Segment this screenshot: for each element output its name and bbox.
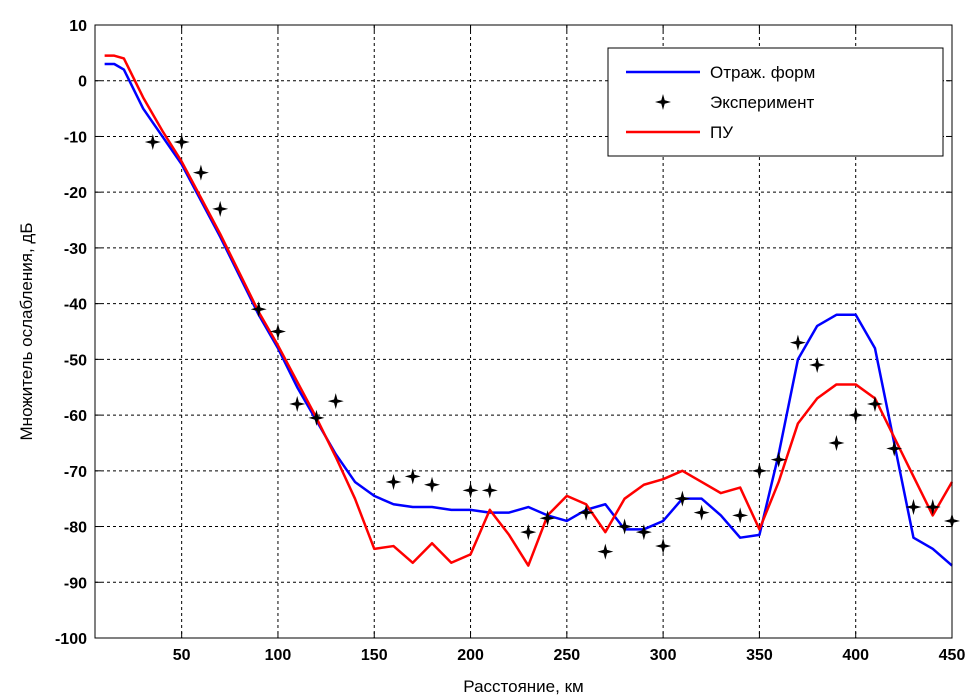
data-point [770, 451, 787, 468]
y-tick-label: -10 [64, 129, 87, 146]
data-point [655, 538, 672, 555]
y-axis-label: Множитель ослабления, дБ [17, 223, 36, 441]
x-tick-label: 300 [650, 647, 677, 664]
legend: Отраж. форм Эксперимент ПУ [607, 47, 944, 157]
x-tick-label: 100 [265, 647, 292, 664]
y-tick-label: -90 [64, 575, 87, 592]
data-point [192, 164, 209, 181]
data-point [847, 407, 864, 424]
data-point [828, 434, 845, 451]
y-tick-label: -20 [64, 185, 87, 202]
data-point [269, 323, 286, 340]
y-tick-label: -40 [64, 297, 87, 314]
data-point [173, 134, 190, 151]
data-point [404, 468, 421, 485]
legend-label-experiment: Эксперимент [710, 93, 814, 112]
data-point [866, 395, 883, 412]
x-tick-label: 350 [746, 647, 773, 664]
y-tick-label: -100 [55, 631, 87, 648]
data-point [693, 504, 710, 521]
y-tick-label: -60 [64, 408, 87, 425]
data-point [212, 200, 229, 217]
series-line-pu [104, 54, 954, 567]
data-point [924, 499, 941, 516]
data-point [597, 543, 614, 560]
data-point [424, 476, 441, 493]
x-axis-label: Расстояние, км [463, 677, 583, 696]
data-point [751, 462, 768, 479]
x-tick-label: 400 [842, 647, 869, 664]
data-point [809, 356, 826, 373]
legend-marker [655, 94, 671, 110]
legend-label-reflect: Отраж. форм [710, 63, 815, 82]
plot-frame [94, 24, 953, 639]
y-tick-label: -80 [64, 520, 87, 537]
data-point [905, 499, 922, 516]
ticks [95, 24, 953, 639]
x-tick-label: 250 [553, 647, 580, 664]
x-tick-label: 450 [939, 647, 966, 664]
data-point [635, 524, 652, 541]
data-point [578, 504, 595, 521]
tick-labels: 50 100 150 200 250 300 350 400 450100-10-20-30-4… [55, 18, 965, 664]
data-point [481, 482, 498, 499]
data-point [289, 395, 306, 412]
data-point [539, 510, 556, 527]
x-tick-label: 200 [457, 647, 484, 664]
x-tick-label: 50 [173, 647, 191, 664]
data-point [250, 301, 267, 318]
data-point [144, 134, 161, 151]
legend-label-pu: ПУ [710, 123, 733, 142]
y-tick-label: -30 [64, 241, 87, 258]
y-tick-label: -50 [64, 352, 87, 369]
data-point [308, 409, 325, 426]
y-tick-label: 10 [69, 18, 87, 35]
y-tick-label: 0 [78, 74, 87, 91]
data-point [385, 473, 402, 490]
data-point [674, 490, 691, 507]
data-point [789, 334, 806, 351]
data-point [616, 518, 633, 535]
x-tick-label: 150 [361, 647, 388, 664]
data-point [462, 482, 479, 499]
data-point [520, 524, 537, 541]
data-point [732, 507, 749, 524]
data-point [327, 393, 344, 410]
data-point [886, 440, 903, 457]
y-tick-label: -70 [64, 464, 87, 481]
series-layer [104, 54, 960, 567]
legend-swatch-experiment [655, 94, 671, 110]
